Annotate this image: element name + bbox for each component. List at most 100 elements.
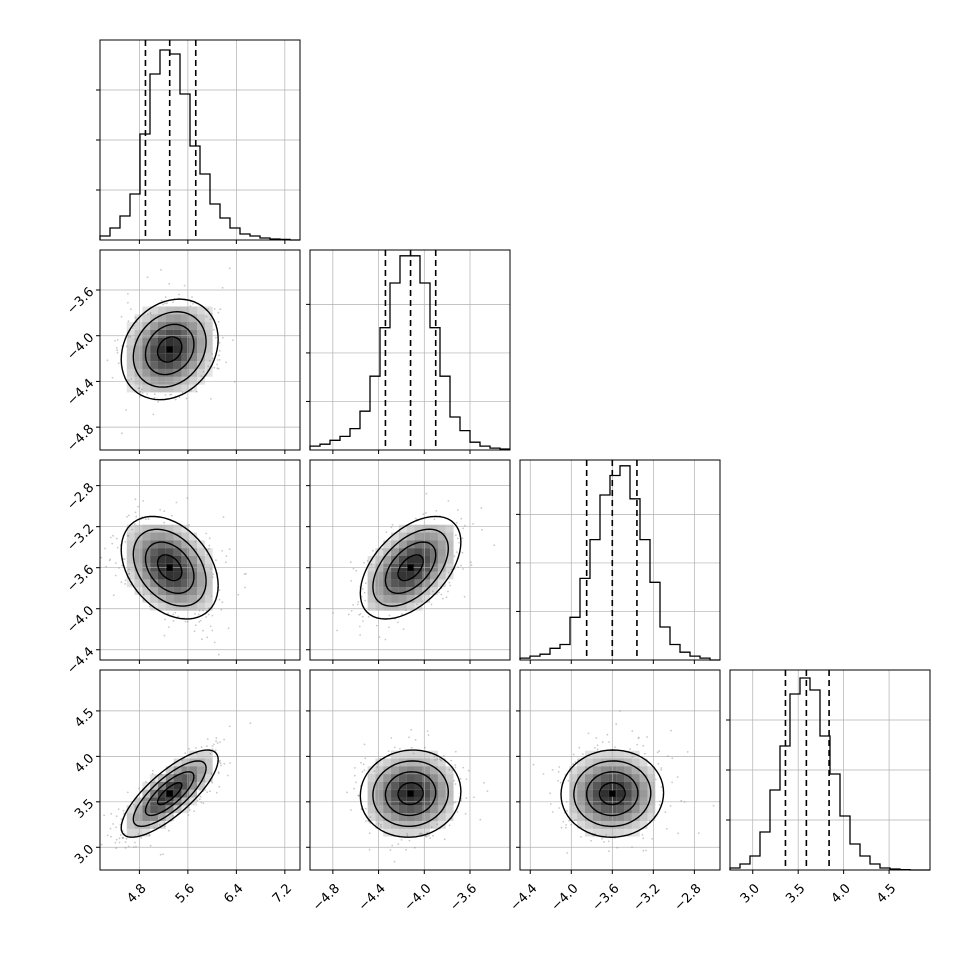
density-cell-2--1-4 (398, 532, 407, 541)
scatter-point-1-179 (137, 505, 140, 508)
density-cell-0-2-4 (181, 314, 190, 323)
density-cell-1-4--1 (197, 571, 205, 580)
scatter-point-3-463 (115, 815, 118, 818)
y-tick-label-2-2: −3.6 (64, 562, 97, 595)
y-tick-label-2-4: −2.8 (64, 480, 97, 513)
y-tick-label-1-3: −3.6 (64, 285, 97, 318)
density-cell-1--2--1 (150, 571, 158, 580)
scatter-point-2-372 (370, 563, 373, 566)
density-cell-4-1--5 (414, 828, 423, 837)
density-cell-3-4-3 (197, 766, 205, 775)
density-cell-1-0-1 (165, 555, 174, 564)
scatter-point-2-84 (363, 561, 365, 564)
density-cell-0--5--2 (126, 361, 135, 369)
density-cell-1-5-1 (204, 555, 213, 564)
scatter-point-0-309 (178, 293, 180, 296)
density-cell-4-2-4 (422, 758, 431, 767)
scatter-point-3-490 (109, 827, 112, 830)
density-cell-2-2-3 (422, 540, 431, 549)
scatter-point-1-371 (127, 535, 130, 537)
density-cell-5--4-1 (577, 781, 585, 790)
scatter-point-2-329 (431, 590, 434, 593)
scatter-point-0-312 (216, 359, 219, 361)
scatter-point-3-188 (140, 837, 143, 839)
density-cell-2--2--1 (391, 571, 399, 580)
density-cell-0-1-3 (173, 322, 182, 330)
scatter-point-3-467 (126, 791, 129, 794)
scatter-point-3-220 (210, 772, 213, 775)
density-cell-3-2-1 (181, 781, 190, 790)
density-cell-5-2-5 (624, 750, 632, 759)
scatter-point-0-347 (185, 397, 188, 400)
scatter-point-0-163 (168, 282, 171, 285)
density-cell-0-1--3 (173, 368, 182, 377)
density-cell-5-4-1 (639, 781, 648, 790)
contour-0-0 (156, 336, 183, 363)
scatter-point-0-418 (162, 303, 165, 306)
density-cell-1--4--2 (134, 579, 143, 588)
density-cell-5--5--2 (569, 805, 578, 814)
density-cell-0--3--2 (142, 361, 151, 369)
density-cell-3-0-1 (165, 781, 174, 790)
density-cell-3--2--1 (150, 797, 158, 806)
scatter-point-4-197 (410, 728, 413, 731)
density-cell-4-4-2 (437, 774, 446, 782)
scatter-point-5-129 (616, 846, 619, 849)
scatter-point-2-217 (430, 603, 433, 606)
density-cell-4-5--3 (445, 813, 454, 821)
scatter-point-3-344 (110, 812, 113, 815)
density-cell-2-0-5 (406, 524, 415, 533)
density-cell-1--4-4 (134, 532, 143, 541)
scatter-point-2-485 (364, 582, 367, 584)
density-cell-0-1-2 (173, 329, 182, 338)
density-cell-4-1-3 (414, 766, 423, 775)
density-cell-0--5--5 (126, 384, 135, 393)
density-cell-0-1--4 (173, 376, 182, 385)
scatter-point-3-103 (122, 809, 125, 812)
scatter-point-4-269 (364, 757, 367, 760)
density-cell-0-4-4 (197, 314, 205, 323)
density-cell-5-1--2 (616, 805, 625, 814)
density-cell-0--4--4 (134, 376, 143, 385)
density-cell-3-1--2 (173, 805, 182, 814)
scatter-point-5-340 (660, 769, 663, 771)
density-cell-4-0--3 (406, 813, 415, 821)
x-tick-label-3-2: 4.0 (829, 881, 854, 906)
density-cell-2-5-3 (445, 540, 454, 549)
scatter-point-4-333 (393, 746, 396, 749)
scatter-point-1-347 (114, 574, 117, 577)
scatter-point-4-38 (419, 832, 421, 835)
scatter-point-0-291 (127, 320, 130, 323)
scatter-point-2-64 (402, 628, 405, 630)
scatter-point-1-431 (221, 601, 224, 604)
density-cell-0--2-1 (150, 337, 158, 346)
density-cell-3-1-2 (173, 774, 182, 782)
scatter-point-5-401 (592, 834, 595, 837)
contour-2-2 (372, 528, 449, 607)
scatter-point-1-236 (118, 567, 120, 569)
density-cell-4--1--5 (398, 828, 407, 837)
density-cell-4--4--4 (375, 820, 384, 829)
density-cell-4--1--2 (398, 805, 407, 814)
scatter-point-0-425 (115, 347, 118, 349)
density-cell-2-1--1 (414, 571, 423, 580)
density-cell-4--3-3 (383, 766, 392, 775)
density-cell-4-1-2 (414, 774, 423, 782)
density-cell-1--5-1 (126, 555, 135, 564)
density-cell-1--1--3 (157, 587, 166, 596)
density-cell-0-2-3 (181, 322, 190, 330)
scatter-point-1-394 (148, 605, 151, 608)
scatter-point-2-435 (366, 560, 369, 562)
density-cell-1-1--2 (173, 579, 182, 588)
x-tick-label-3-1: 3.5 (783, 881, 808, 906)
density-cell-1--3--3 (142, 587, 151, 596)
scatter-point-3-65 (209, 752, 212, 755)
density-cell-2-4-2 (437, 548, 446, 556)
density-cell-2--3-1 (383, 555, 392, 564)
density-cell-5--2-1 (592, 781, 601, 790)
scatter-point-1-489 (124, 579, 127, 582)
scatter-point-3-111 (119, 834, 122, 836)
scatter-point-1-450 (175, 501, 178, 504)
y-tick-label-3-1: 3.5 (72, 797, 97, 822)
density-cell-4-0-3 (406, 766, 415, 775)
